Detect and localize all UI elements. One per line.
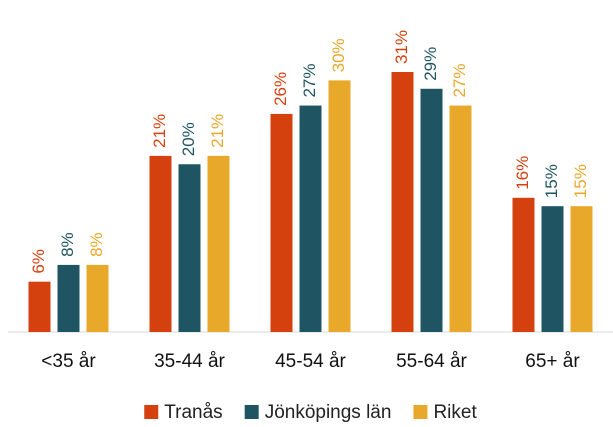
value-label: 15% xyxy=(571,164,590,198)
bar xyxy=(270,113,293,332)
value-label: 8% xyxy=(58,232,77,257)
bar xyxy=(178,164,201,332)
bar xyxy=(420,88,443,332)
value-label: 8% xyxy=(87,232,106,257)
bar xyxy=(449,105,472,332)
value-label: 21% xyxy=(150,114,169,148)
value-label: 29% xyxy=(421,47,440,81)
bar xyxy=(541,206,564,332)
bar xyxy=(299,105,322,332)
x-tick-label: 55-64 år xyxy=(396,351,467,372)
value-label: 16% xyxy=(513,156,532,190)
value-label: 27% xyxy=(300,64,319,98)
bar xyxy=(328,80,351,332)
legend-label: Riket xyxy=(433,402,477,423)
legend-label: Jönköpings län xyxy=(265,402,392,423)
x-tick-label: 45-54 år xyxy=(275,351,346,372)
legend-swatch xyxy=(413,405,428,419)
value-label: 20% xyxy=(179,122,198,156)
value-label: 21% xyxy=(208,114,227,148)
bar xyxy=(207,155,230,332)
x-tick-label: 65+ år xyxy=(525,351,580,372)
x-tick-label: <35 år xyxy=(41,351,96,372)
legend-label: Tranås xyxy=(164,402,222,423)
bar xyxy=(391,72,414,332)
bar xyxy=(57,264,80,332)
value-label: 15% xyxy=(542,164,561,198)
value-label: 30% xyxy=(329,38,348,72)
bar xyxy=(570,206,593,332)
bar xyxy=(28,281,51,332)
bar xyxy=(512,197,535,332)
bar xyxy=(149,155,172,332)
value-label: 31% xyxy=(392,30,411,64)
value-label: 26% xyxy=(271,72,290,106)
legend: Tranås Jönköpings län Riket xyxy=(144,402,477,423)
legend-swatch xyxy=(144,405,159,419)
value-label: 6% xyxy=(29,249,48,274)
legend-swatch xyxy=(244,405,259,419)
bar xyxy=(86,264,109,332)
value-label: 27% xyxy=(450,64,469,98)
x-tick-label: 35-44 år xyxy=(154,351,225,372)
